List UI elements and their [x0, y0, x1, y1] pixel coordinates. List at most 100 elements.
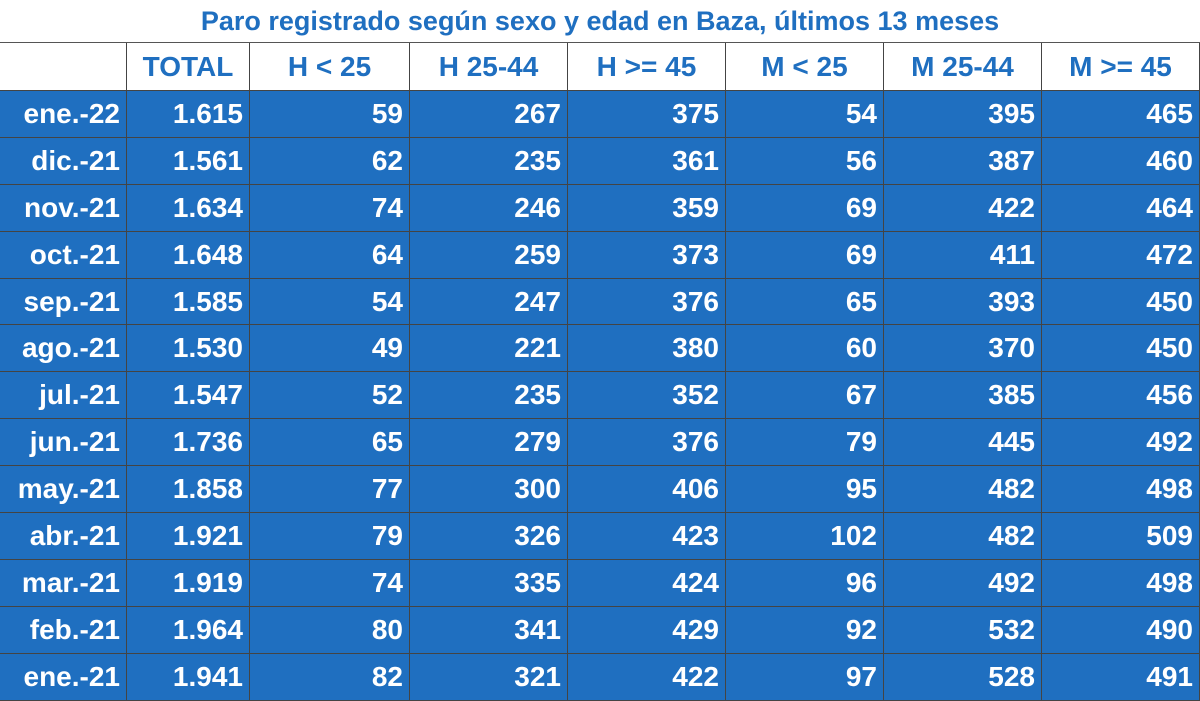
table-cell: 464 — [1042, 184, 1200, 232]
table-cell: 422 — [568, 653, 726, 701]
column-header: H 25-44 — [410, 43, 568, 91]
table-cell: 380 — [568, 325, 726, 373]
table-cell: 450 — [1042, 278, 1200, 326]
table-cell: 490 — [1042, 606, 1200, 654]
table-cell: 1.964 — [127, 606, 250, 654]
column-header: M >= 45 — [1042, 43, 1200, 91]
table-cell: 376 — [568, 278, 726, 326]
table-cell: 359 — [568, 184, 726, 232]
table-cell: 395 — [884, 91, 1042, 138]
table-cell: 1.648 — [127, 231, 250, 279]
table-cell: 370 — [884, 325, 1042, 373]
table-cell: 62 — [250, 137, 410, 185]
row-header: ene.-21 — [0, 653, 127, 701]
table-cell: 424 — [568, 559, 726, 607]
row-header: oct.-21 — [0, 231, 127, 279]
table-cell: 385 — [884, 372, 1042, 420]
row-header: jul.-21 — [0, 372, 127, 420]
table-cell: 321 — [410, 653, 568, 701]
data-table: TOTAL H < 25 H 25-44 H >= 45 M < 25 M 25-44 M … — [0, 42, 1200, 701]
table-cell: 326 — [410, 513, 568, 560]
table-cell: 1.585 — [127, 278, 250, 326]
row-header: ene.-22 — [0, 91, 127, 138]
table-cell: 102 — [726, 513, 884, 560]
table-cell: 491 — [1042, 653, 1200, 701]
table-cell: 64 — [250, 231, 410, 279]
table-cell: 1.919 — [127, 559, 250, 607]
table-cell: 97 — [726, 653, 884, 701]
table-cell: 67 — [726, 372, 884, 420]
table-cell: 54 — [726, 91, 884, 138]
table-cell: 79 — [726, 419, 884, 467]
table-cell: 92 — [726, 606, 884, 654]
table-cell: 69 — [726, 184, 884, 232]
table-cell: 49 — [250, 325, 410, 373]
table-cell: 393 — [884, 278, 1042, 326]
table-cell: 352 — [568, 372, 726, 420]
column-header: M 25-44 — [884, 43, 1042, 91]
table-cell: 472 — [1042, 231, 1200, 279]
table-cell: 77 — [250, 466, 410, 514]
column-header: H < 25 — [250, 43, 410, 91]
table-cell: 375 — [568, 91, 726, 138]
table-cell: 80 — [250, 606, 410, 654]
table-cell: 95 — [726, 466, 884, 514]
table-cell: 74 — [250, 559, 410, 607]
table-cell: 1.736 — [127, 419, 250, 467]
table-cell: 69 — [726, 231, 884, 279]
row-header: sep.-21 — [0, 278, 127, 326]
table-cell: 445 — [884, 419, 1042, 467]
table-cell: 259 — [410, 231, 568, 279]
table-cell: 56 — [726, 137, 884, 185]
table-cell: 246 — [410, 184, 568, 232]
table-cell: 59 — [250, 91, 410, 138]
table-cell: 429 — [568, 606, 726, 654]
table-cell: 341 — [410, 606, 568, 654]
table-cell: 65 — [726, 278, 884, 326]
corner-cell — [0, 43, 127, 91]
table-cell: 221 — [410, 325, 568, 373]
table-cell: 532 — [884, 606, 1042, 654]
table-title: Paro registrado según sexo y edad en Baz… — [200, 6, 1000, 36]
table-cell: 1.561 — [127, 137, 250, 185]
table-cell: 96 — [726, 559, 884, 607]
column-header: M < 25 — [726, 43, 884, 91]
table-cell: 1.941 — [127, 653, 250, 701]
row-header: jun.-21 — [0, 419, 127, 467]
table-cell: 267 — [410, 91, 568, 138]
table-cell: 361 — [568, 137, 726, 185]
table-cell: 52 — [250, 372, 410, 420]
table-cell: 423 — [568, 513, 726, 560]
row-header: may.-21 — [0, 466, 127, 514]
table-cell: 65 — [250, 419, 410, 467]
table-cell: 335 — [410, 559, 568, 607]
table-cell: 492 — [884, 559, 1042, 607]
table-cell: 456 — [1042, 372, 1200, 420]
row-header: nov.-21 — [0, 184, 127, 232]
row-header: abr.-21 — [0, 513, 127, 560]
table-cell: 492 — [1042, 419, 1200, 467]
row-header: ago.-21 — [0, 325, 127, 373]
table-cell: 1.858 — [127, 466, 250, 514]
table-cell: 60 — [726, 325, 884, 373]
table-cell: 79 — [250, 513, 410, 560]
table-cell: 509 — [1042, 513, 1200, 560]
row-header: feb.-21 — [0, 606, 127, 654]
table-cell: 82 — [250, 653, 410, 701]
table-cell: 1.530 — [127, 325, 250, 373]
table-cell: 54 — [250, 278, 410, 326]
table-cell: 1.547 — [127, 372, 250, 420]
table-cell: 74 — [250, 184, 410, 232]
table-cell: 460 — [1042, 137, 1200, 185]
table-cell: 1.615 — [127, 91, 250, 138]
table-cell: 247 — [410, 278, 568, 326]
table-cell: 279 — [410, 419, 568, 467]
table-cell: 235 — [410, 372, 568, 420]
table-cell: 1.921 — [127, 513, 250, 560]
row-header: dic.-21 — [0, 137, 127, 185]
table-cell: 411 — [884, 231, 1042, 279]
column-header: TOTAL — [127, 43, 250, 91]
table-cell: 422 — [884, 184, 1042, 232]
row-header: mar.-21 — [0, 559, 127, 607]
table-cell: 406 — [568, 466, 726, 514]
